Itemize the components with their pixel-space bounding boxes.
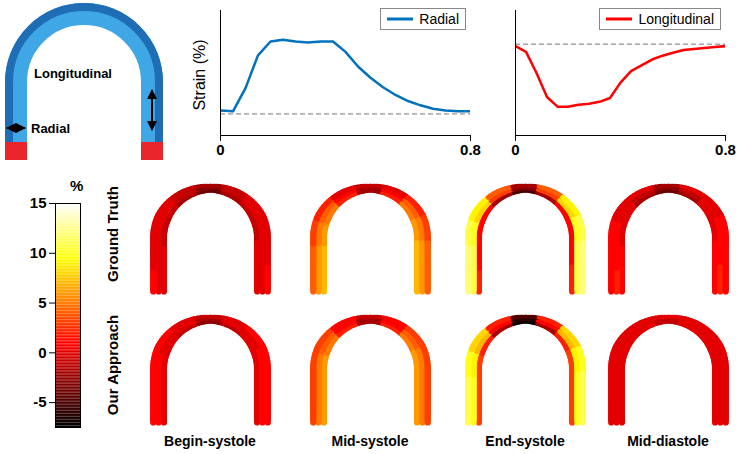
html-text:Mid-diastole: Mid-diastole [627, 433, 709, 449]
html-text:Ground Truth: Ground Truth [103, 186, 121, 282]
svg-text:0: 0 [38, 344, 46, 361]
svg-text:0.8: 0.8 [715, 141, 736, 158]
html-text:Longitudinal: Longitudinal [638, 11, 714, 27]
svg-text:Radial: Radial [31, 121, 70, 136]
html-text:Mid-systole: Mid-systole [331, 433, 409, 449]
svg-text:0.8: 0.8 [460, 141, 481, 158]
svg-text:0: 0 [216, 141, 224, 158]
svg-text:15: 15 [30, 195, 47, 211]
svg-text:10: 10 [30, 244, 47, 261]
html-text:Strain (%): Strain (%) [191, 39, 208, 111]
html-text:Radial: Radial [419, 11, 459, 27]
html-text:Begin-systole: Begin-systole [164, 433, 256, 449]
svg-text:-5: -5 [33, 393, 46, 410]
svg-text:0: 0 [511, 141, 519, 158]
html-text:End-systole: End-systole [485, 433, 565, 449]
html-text:Our Approach: Our Approach [103, 314, 121, 416]
svg-text:Longitudinal: Longitudinal [34, 66, 112, 81]
svg-text:5: 5 [38, 294, 46, 311]
